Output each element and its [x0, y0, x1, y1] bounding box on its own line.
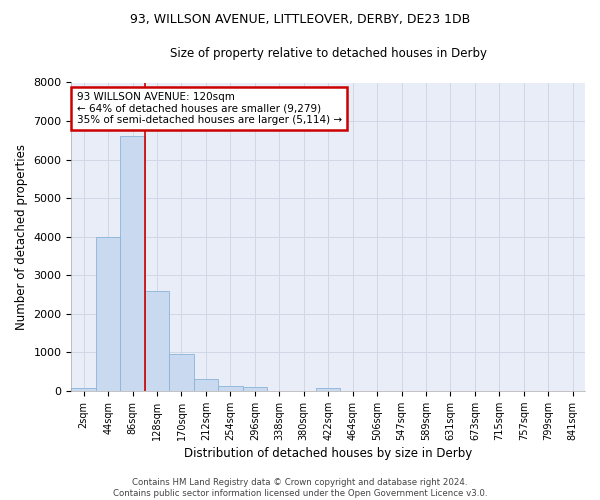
Bar [169, 354, 194, 391]
Bar [194, 380, 218, 391]
Bar [218, 386, 242, 391]
Text: Contains HM Land Registry data © Crown copyright and database right 2024.
Contai: Contains HM Land Registry data © Crown c… [113, 478, 487, 498]
Bar [242, 387, 267, 391]
Text: 93, WILLSON AVENUE, LITTLEOVER, DERBY, DE23 1DB: 93, WILLSON AVENUE, LITTLEOVER, DERBY, D… [130, 12, 470, 26]
Bar [71, 388, 96, 391]
Bar [316, 388, 340, 391]
X-axis label: Distribution of detached houses by size in Derby: Distribution of detached houses by size … [184, 447, 472, 460]
Text: 93 WILLSON AVENUE: 120sqm
← 64% of detached houses are smaller (9,279)
35% of se: 93 WILLSON AVENUE: 120sqm ← 64% of detac… [77, 92, 341, 125]
Title: Size of property relative to detached houses in Derby: Size of property relative to detached ho… [170, 48, 487, 60]
Bar [145, 290, 169, 391]
Bar [121, 136, 145, 391]
Bar [96, 236, 121, 391]
Y-axis label: Number of detached properties: Number of detached properties [15, 144, 28, 330]
